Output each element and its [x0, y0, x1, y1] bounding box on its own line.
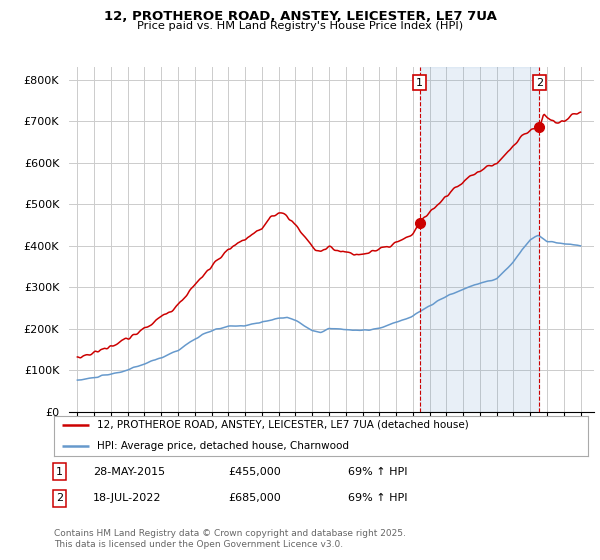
- Text: 2: 2: [56, 493, 63, 503]
- Text: Contains HM Land Registry data © Crown copyright and database right 2025.
This d: Contains HM Land Registry data © Crown c…: [54, 529, 406, 549]
- Text: 1: 1: [56, 466, 63, 477]
- Text: £685,000: £685,000: [228, 493, 281, 503]
- Text: 69% ↑ HPI: 69% ↑ HPI: [348, 493, 407, 503]
- Text: Price paid vs. HM Land Registry's House Price Index (HPI): Price paid vs. HM Land Registry's House …: [137, 21, 463, 31]
- Text: HPI: Average price, detached house, Charnwood: HPI: Average price, detached house, Char…: [97, 441, 349, 451]
- Text: 18-JUL-2022: 18-JUL-2022: [93, 493, 161, 503]
- Text: 1: 1: [416, 77, 423, 87]
- Text: 2: 2: [536, 77, 543, 87]
- Text: £455,000: £455,000: [228, 466, 281, 477]
- Text: 69% ↑ HPI: 69% ↑ HPI: [348, 466, 407, 477]
- Text: 28-MAY-2015: 28-MAY-2015: [93, 466, 165, 477]
- Text: 12, PROTHEROE ROAD, ANSTEY, LEICESTER, LE7 7UA: 12, PROTHEROE ROAD, ANSTEY, LEICESTER, L…: [104, 10, 496, 23]
- Bar: [419, 67, 539, 412]
- Text: 12, PROTHEROE ROAD, ANSTEY, LEICESTER, LE7 7UA (detached house): 12, PROTHEROE ROAD, ANSTEY, LEICESTER, L…: [97, 420, 469, 430]
